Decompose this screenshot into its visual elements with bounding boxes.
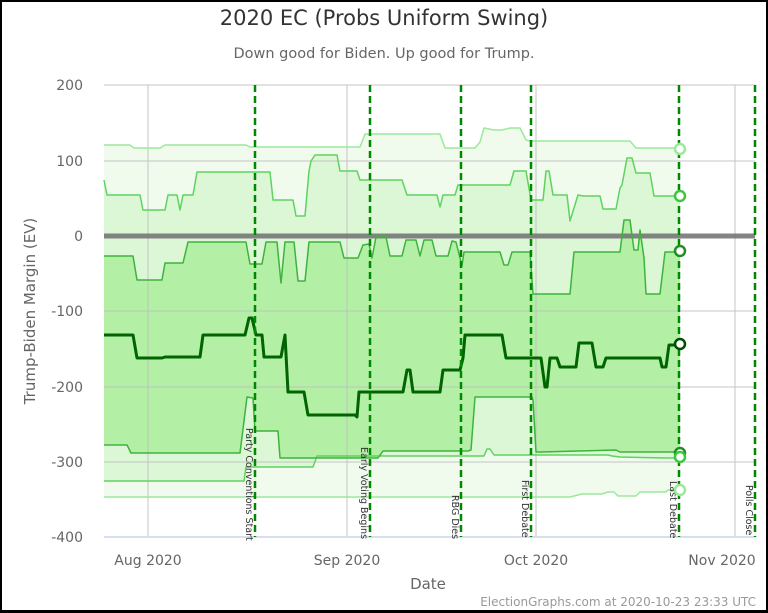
- event-label-first-debate: First Debate: [519, 480, 530, 538]
- marker-plus-2sigma[interactable]: [673, 189, 687, 203]
- y-tick: -300: [51, 455, 83, 471]
- marker-plus-1sigma[interactable]: [673, 244, 687, 258]
- event-label-polls-close: Polls Close: [743, 485, 754, 535]
- credit-text[interactable]: ElectionGraphs.com at 2020-10-23 23:33 U…: [480, 595, 756, 609]
- x-tick: Aug 2020: [114, 553, 181, 569]
- event-label-last-debate: Last Debate: [667, 481, 678, 539]
- event-label-party-conventions: Party Conventions Start: [243, 428, 254, 541]
- marker-minus-3sigma[interactable]: [673, 483, 687, 497]
- marker-plus-3sigma[interactable]: [673, 142, 687, 156]
- marker-median[interactable]: [673, 337, 687, 351]
- chart-title: 2020 EC (Probs Uniform Swing): [219, 6, 549, 30]
- y-tick: -400: [51, 530, 83, 546]
- line-minus-3sigma: [104, 489, 680, 498]
- line-minus-1sigma: [104, 396, 680, 459]
- y-tick: 0: [74, 229, 83, 245]
- y-axis-ticks: 200 100 0 -100 -200 -300 -400: [51, 78, 83, 546]
- x-tick: Nov 2020: [688, 553, 755, 569]
- chart-subtitle: Down good for Biden. Up good for Trump.: [233, 46, 535, 62]
- x-axis-title: Date: [410, 575, 446, 593]
- event-label-rbg-dies: RBG Dies: [449, 495, 460, 539]
- line-minus-2sigma: [104, 448, 680, 482]
- y-tick: 200: [56, 78, 83, 94]
- y-axis-title: Trump-Biden Margin (EV): [21, 218, 39, 406]
- y-tick: -100: [51, 304, 83, 320]
- line-median: [104, 316, 680, 419]
- x-tick: Oct 2020: [504, 553, 568, 569]
- x-axis-ticks: Aug 2020 Sep 2020 Oct 2020 Nov 2020: [114, 553, 755, 569]
- y-tick: 100: [56, 154, 83, 170]
- x-tick: Sep 2020: [314, 553, 380, 569]
- line-plus-3sigma: [104, 127, 680, 149]
- gridlines: [104, 84, 755, 537]
- y-tick: -200: [51, 380, 83, 396]
- line-plus-1sigma: [104, 219, 680, 295]
- event-label-early-voting: Early Voting Begins: [358, 447, 369, 539]
- marker-minus-2sigma[interactable]: [673, 450, 687, 464]
- event-labels: Party Conventions Start Early Voting Beg…: [243, 428, 754, 541]
- line-plus-2sigma: [103, 154, 680, 222]
